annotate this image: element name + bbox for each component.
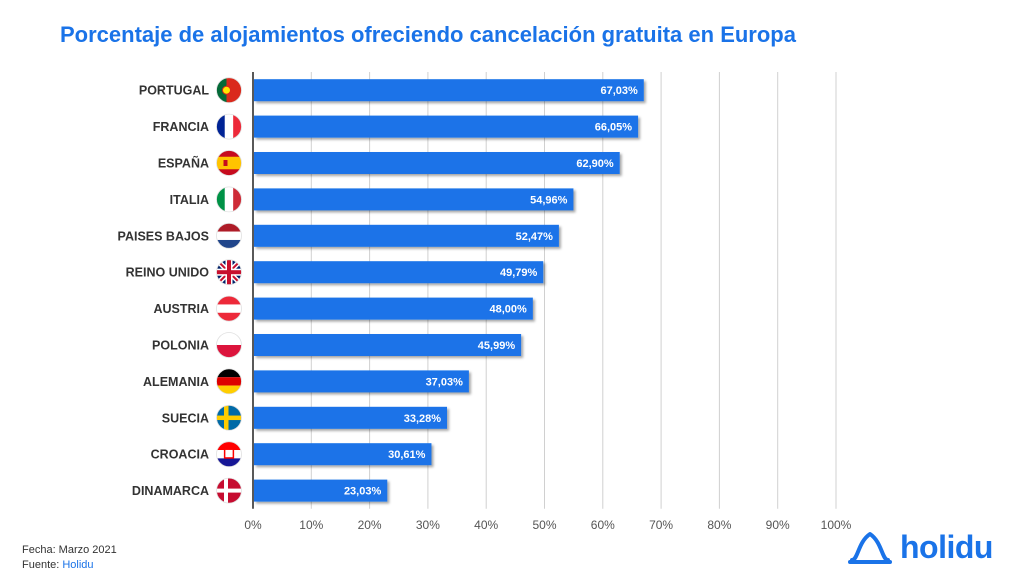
data-label: 54,96% [530, 194, 568, 206]
data-label: 48,00% [490, 304, 528, 316]
bars [254, 79, 644, 502]
bar [254, 370, 469, 393]
x-tick-label: 0% [244, 518, 262, 532]
category-label: FRANCIA [153, 120, 209, 134]
bar [254, 443, 432, 466]
data-label: 52,47% [516, 231, 554, 243]
source-prefix: Fuente: [22, 559, 63, 571]
data-label: 23,03% [344, 486, 382, 498]
data-label: 37,03% [426, 376, 464, 388]
italy-flag-icon [216, 186, 242, 213]
x-tick-label: 60% [591, 518, 615, 532]
bar [254, 115, 639, 138]
flags [216, 77, 242, 504]
house-logo-icon [848, 532, 892, 564]
data-label: 49,79% [500, 267, 538, 279]
x-tick-label: 100% [821, 518, 852, 532]
category-label: PAISES BAJOS [118, 229, 209, 243]
denmark-flag-icon [216, 477, 242, 504]
bar [254, 79, 644, 102]
category-label: REINO UNIDO [126, 266, 210, 280]
croatia-flag-icon [216, 441, 242, 468]
x-tick-label: 30% [416, 518, 440, 532]
france-flag-icon [216, 113, 242, 140]
category-label: DINAMARCA [132, 484, 209, 498]
data-label: 66,05% [595, 122, 633, 134]
category-label: ITALIA [170, 193, 209, 207]
category-label: ESPAÑA [158, 156, 209, 171]
x-tick-label: 80% [707, 518, 731, 532]
bar [254, 297, 533, 320]
source-note: Fuente: Holidu [22, 558, 117, 573]
sweden-flag-icon [216, 404, 242, 431]
bar [254, 152, 620, 174]
x-tick-label: 40% [474, 518, 498, 532]
category-label: SUECIA [162, 411, 209, 425]
netherlands-flag-icon [216, 222, 242, 249]
x-tick-label: 90% [766, 518, 790, 532]
category-label: PORTUGAL [139, 84, 210, 98]
x-tick-label: 50% [532, 518, 556, 532]
category-label: POLONIA [152, 339, 209, 353]
poland-flag-icon [216, 332, 242, 358]
date-note: Fecha: Marzo 2021 [22, 544, 117, 556]
bar [254, 334, 522, 356]
x-tick-label: 20% [358, 518, 382, 532]
category-label: CROACIA [151, 448, 209, 462]
data-label: 67,03% [600, 85, 638, 97]
category-label: AUSTRIA [153, 302, 209, 316]
chart-title: Porcentaje de alojamientos ofreciendo ca… [60, 22, 796, 47]
x-tick-label: 10% [299, 518, 323, 532]
bar [254, 224, 559, 247]
germany-flag-icon [216, 368, 242, 395]
footer: Fecha: Marzo 2021 Fuente: Holidu [22, 543, 117, 573]
brand-logo: holidu [848, 528, 993, 566]
data-label: 62,90% [576, 158, 614, 170]
bar [254, 406, 448, 429]
portugal-flag-icon [216, 77, 242, 104]
bar [254, 261, 544, 284]
category-label: ALEMANIA [143, 375, 209, 389]
data-label: 33,28% [404, 413, 442, 425]
spain-flag-icon [216, 150, 242, 176]
bar [254, 188, 574, 211]
austria-flag-icon [216, 295, 242, 322]
source-link[interactable]: Holidu [62, 559, 94, 571]
gridlines [310, 72, 837, 509]
labels: 0% 10% 20% 30% 40% 50% 60% 70% 80% 90% 100% 67,03% P… [118, 84, 852, 532]
bar [254, 479, 388, 502]
data-label: 30,61% [388, 449, 426, 461]
x-tick-label: 70% [649, 518, 673, 532]
brand-name: holidu [900, 528, 993, 565]
uk-flag-icon [216, 259, 242, 286]
data-label: 45,99% [478, 340, 516, 352]
